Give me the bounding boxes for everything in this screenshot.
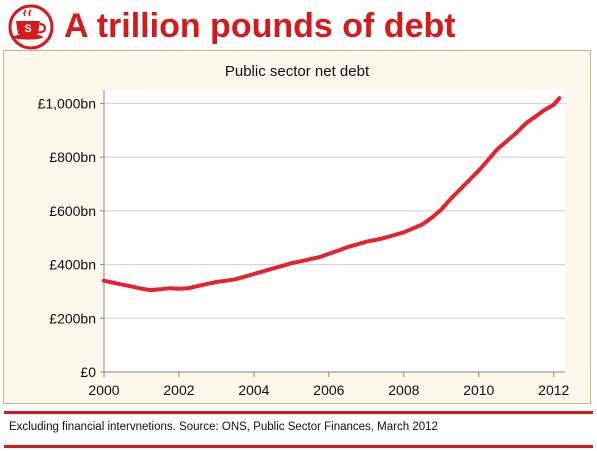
x-tick-label: 2008 <box>388 382 419 398</box>
page-title: A trillion pounds of debt <box>64 7 456 45</box>
y-tick-label: £200bn <box>49 310 96 326</box>
x-tick-label: 2012 <box>538 382 569 398</box>
footer-note: Excluding financial intervnetions. Sourc… <box>9 421 438 433</box>
logo-letter: S <box>24 23 31 35</box>
teacup-logo-icon: S <box>6 4 56 50</box>
y-tick-label: £1,000bn <box>38 95 96 111</box>
chart-title: Public sector net debt <box>224 63 370 80</box>
plot-area <box>104 90 565 372</box>
x-tick-label: 2006 <box>313 382 344 398</box>
x-tick-label: 2010 <box>463 382 494 398</box>
footer-divider-bottom <box>4 445 593 448</box>
y-tick-label: £400bn <box>49 257 96 273</box>
x-tick-label: 2000 <box>88 382 119 398</box>
footer-divider-top <box>4 411 593 414</box>
y-tick-label: £600bn <box>49 203 96 219</box>
y-tick-label: £0 <box>80 364 96 380</box>
x-tick-label: 2004 <box>238 382 269 398</box>
x-tick-label: 2002 <box>163 382 194 398</box>
y-tick-label: £800bn <box>49 149 96 165</box>
series-line <box>102 96 562 293</box>
